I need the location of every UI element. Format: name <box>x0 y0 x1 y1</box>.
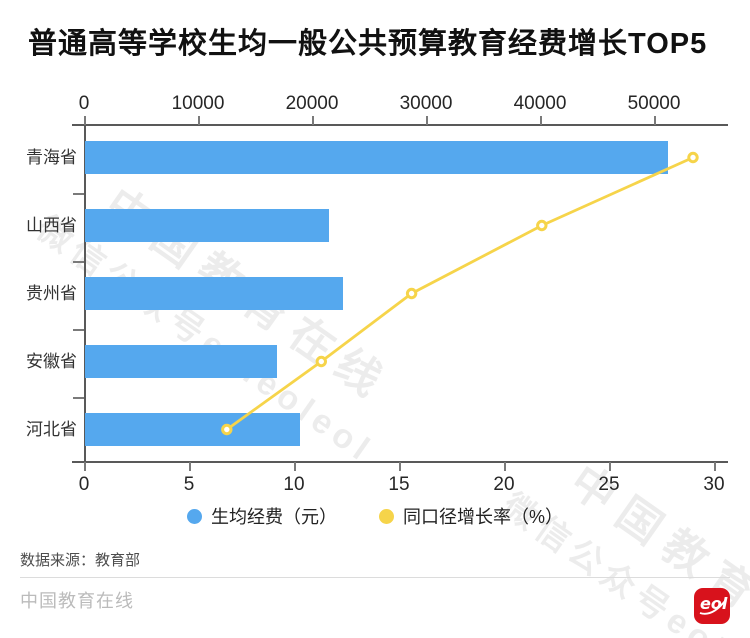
footer-divider <box>20 577 730 578</box>
line-point <box>405 287 418 300</box>
top-axis-tick <box>426 116 428 125</box>
top-axis-tick <box>84 116 86 125</box>
top-axis-tick <box>198 116 200 125</box>
eol-logo-text: eol <box>700 594 728 613</box>
bar-河北省 <box>85 413 301 446</box>
left-axis-line <box>84 125 86 462</box>
line-point <box>536 219 548 232</box>
category-label: 贵州省 <box>26 283 77 303</box>
source-note: 数据来源：教育部 <box>20 552 141 569</box>
bar-安徽省 <box>85 345 277 378</box>
line-point <box>315 355 327 368</box>
eol-logo: eol <box>694 588 730 624</box>
top-axis-tick-label: 50000 <box>627 93 681 114</box>
legend-dot-blue <box>186 508 202 524</box>
bar-青海省 <box>85 141 668 174</box>
bottom-axis-tick <box>609 462 611 471</box>
category-axis-tick <box>73 261 84 263</box>
bottom-axis-tick-label: 30 <box>703 474 725 495</box>
top-axis-tick-label: 0 <box>78 93 90 114</box>
top-axis-tick <box>654 116 656 125</box>
category-axis-tick <box>73 397 84 399</box>
legend-label-line: 同口径增长率（%） <box>402 507 563 527</box>
bottom-axis-tick <box>189 462 191 471</box>
top-axis-tick <box>540 116 542 125</box>
legend-dot-yellow <box>378 508 394 524</box>
line-point <box>687 151 699 164</box>
bottom-axis-tick-label: 0 <box>78 474 90 495</box>
bottom-axis-tick <box>714 462 716 471</box>
bar-贵州省 <box>85 277 343 310</box>
top-axis-tick <box>312 116 314 125</box>
category-axis-tick <box>73 193 84 195</box>
bottom-axis-tick <box>399 462 401 471</box>
legend-item-line: 同口径增长率（%） <box>378 503 563 529</box>
legend-item-bar: 生均经费（元） <box>186 503 337 529</box>
top-axis-tick-label: 30000 <box>399 93 453 114</box>
bottom-axis-tick-label: 20 <box>493 474 515 495</box>
category-label: 河北省 <box>26 419 77 439</box>
chart-title: 普通高等学校生均一般公共预算教育经费增长TOP5 <box>28 28 708 60</box>
bottom-axis-tick <box>84 462 86 471</box>
top-axis-tick-label: 20000 <box>285 93 339 114</box>
bottom-axis-tick-label: 5 <box>183 474 195 495</box>
bottom-axis-tick-label: 15 <box>388 474 410 495</box>
chart-legend: 生均经费（元） 同口径增长率（%） <box>0 503 750 529</box>
bottom-axis-tick-label: 25 <box>598 474 620 495</box>
legend-label-bar: 生均经费（元） <box>210 507 337 527</box>
top-axis-line <box>72 124 728 126</box>
category-label: 青海省 <box>26 147 77 167</box>
bottom-axis-tick <box>294 462 296 471</box>
category-axis-tick <box>73 329 84 331</box>
footer-brand: 中国教育在线 <box>20 591 134 611</box>
top-axis-tick-label: 10000 <box>171 93 225 114</box>
bar-山西省 <box>85 209 329 242</box>
category-label: 山西省 <box>26 215 77 235</box>
top-axis-tick-label: 40000 <box>513 93 567 114</box>
eol-logo-icon: eol <box>694 588 730 624</box>
bottom-axis-tick-label: 10 <box>283 474 305 495</box>
line-point <box>221 423 233 436</box>
bottom-axis-tick <box>504 462 506 471</box>
category-label: 安徽省 <box>26 351 77 371</box>
